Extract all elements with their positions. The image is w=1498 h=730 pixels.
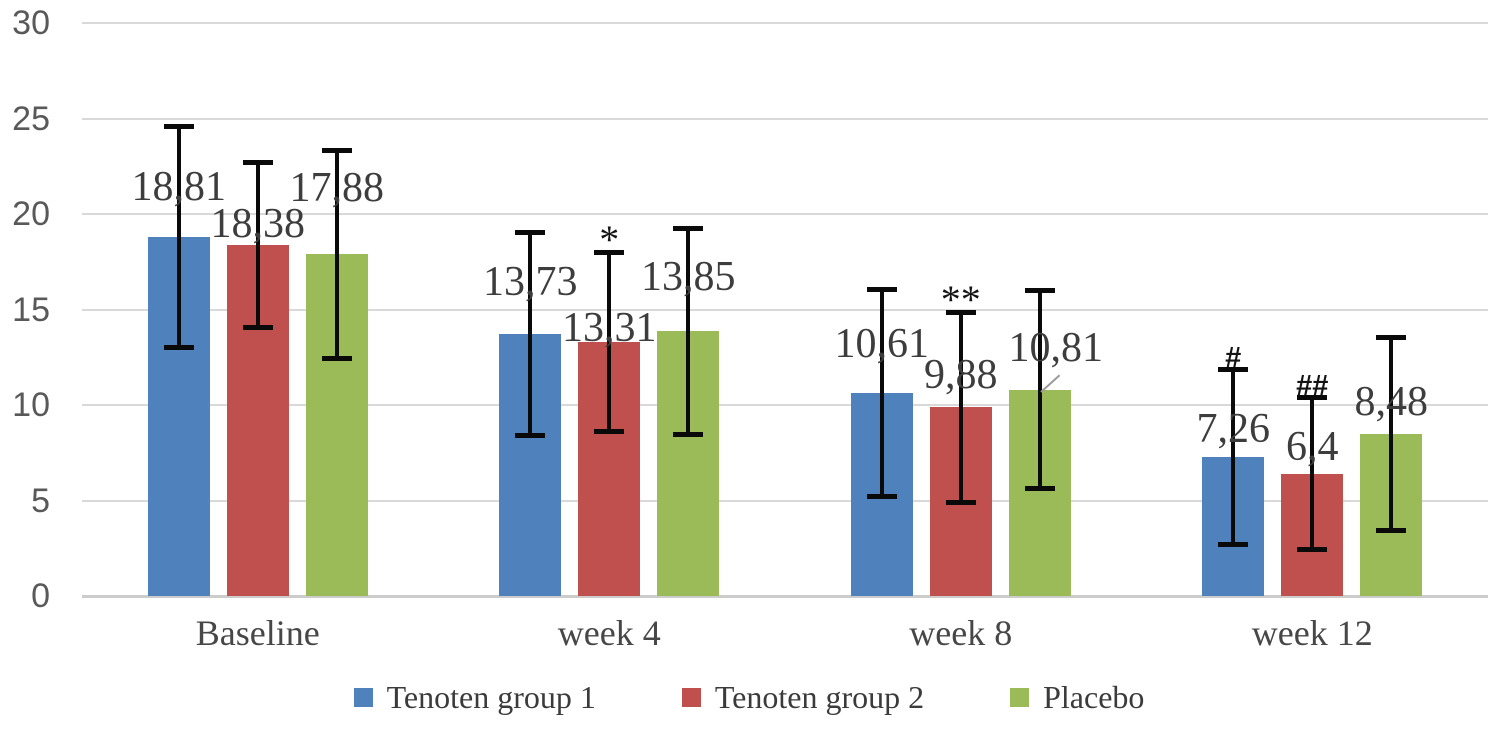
data-label-tenoten-group-2-week-8: 9,88 bbox=[924, 351, 998, 398]
error-bar-cap-top-tenoten-group-2-baseline bbox=[242, 159, 273, 165]
data-label-tenoten-group-1-week-4: 13,73 bbox=[483, 259, 578, 306]
gridline-30 bbox=[82, 22, 1488, 24]
error-bar-line-placebo-week-4 bbox=[686, 228, 691, 435]
x-tick-label-week-4: week 4 bbox=[557, 613, 661, 653]
y-tick-label-15: 15 bbox=[12, 290, 50, 329]
x-tick-label-baseline: Baseline bbox=[195, 613, 320, 653]
error-bar-cap-top-tenoten-group-2-week-4 bbox=[594, 250, 625, 255]
legend-item-tenoten-group-1: Tenoten group 1 bbox=[353, 676, 596, 718]
y-tick-label-0: 0 bbox=[31, 577, 50, 615]
gridline-25 bbox=[82, 117, 1488, 120]
legend: Tenoten group 1 Tenoten group 2 Placebo bbox=[0, 676, 1498, 718]
error-bar-cap-top-placebo-baseline bbox=[321, 148, 352, 154]
error-bar-cap-bottom-tenoten-group-2-baseline bbox=[242, 325, 273, 331]
significance-marker-hashhash-week-12: ## bbox=[1296, 370, 1329, 403]
error-bar-cap-top-tenoten-group-2-week-12 bbox=[1297, 395, 1328, 401]
error-bar-cap-bottom-tenoten-group-2-week-4 bbox=[594, 428, 625, 434]
error-bar-cap-top-tenoten-group-1-week-8 bbox=[866, 287, 897, 293]
error-bar-line-tenoten-group-1-week-12 bbox=[1231, 369, 1236, 546]
legend-label-tenoten-group-2: Tenoten group 2 bbox=[714, 679, 925, 715]
error-bar-line-tenoten-group-2-baseline bbox=[255, 161, 260, 328]
error-bar-cap-top-tenoten-group-1-week-12 bbox=[1218, 367, 1249, 373]
error-bar-line-placebo-week-12 bbox=[1389, 336, 1394, 532]
significance-marker-star-week-4: * bbox=[599, 217, 620, 262]
data-label-placebo-week-12: 8,48 bbox=[1354, 378, 1429, 425]
error-bar-cap-bottom-placebo-week-8 bbox=[1024, 485, 1055, 491]
error-bar-cap-bottom-placebo-baseline bbox=[321, 355, 352, 361]
data-label-tenoten-group-1-week-8: 10,61 bbox=[834, 320, 930, 367]
legend-label-tenoten-group-1: Tenoten group 1 bbox=[386, 679, 596, 715]
error-bar-line-tenoten-group-1-baseline bbox=[176, 125, 181, 348]
legend-swatch-tenoten-group-1-icon bbox=[353, 687, 373, 707]
x-tick-label-week-8: week 8 bbox=[909, 613, 1013, 653]
error-bar-cap-bottom-tenoten-group-1-baseline bbox=[163, 344, 194, 350]
legend-label-placebo: Placebo bbox=[1043, 679, 1145, 715]
data-label-placebo-baseline: 17,88 bbox=[289, 164, 385, 211]
error-bar-line-tenoten-group-1-week-4 bbox=[528, 231, 533, 436]
gridline-15 bbox=[82, 308, 1488, 311]
significance-marker-starstar-week-8: ** bbox=[940, 276, 981, 322]
error-bar-line-tenoten-group-2-week-4 bbox=[607, 252, 612, 432]
error-bar-cap-top-tenoten-group-1-baseline bbox=[163, 123, 194, 129]
gridline-10 bbox=[82, 404, 1488, 406]
error-bar-line-placebo-baseline bbox=[334, 150, 339, 359]
data-label-tenoten-group-2-week-4: 13,31 bbox=[562, 305, 657, 352]
gridline-5 bbox=[82, 499, 1488, 502]
data-label-tenoten-group-2-week-12: 6,4 bbox=[1286, 424, 1339, 471]
error-bar-line-tenoten-group-2-week-8 bbox=[958, 311, 963, 503]
y-tick-label-20: 20 bbox=[12, 195, 50, 233]
error-bar-line-tenoten-group-2-week-12 bbox=[1310, 397, 1315, 551]
significance-marker-hash-week-12: # bbox=[1225, 342, 1242, 375]
error-bar-cap-bottom-tenoten-group-1-week-8 bbox=[866, 494, 897, 500]
y-tick-label-25: 25 bbox=[12, 99, 50, 138]
error-bar-cap-bottom-placebo-week-4 bbox=[673, 431, 704, 437]
data-label-placebo-week-8: 10,81 bbox=[1008, 324, 1104, 371]
error-bar-cap-top-tenoten-group-1-week-4 bbox=[515, 229, 546, 235]
legend-swatch-tenoten-group-2-icon bbox=[681, 687, 701, 707]
error-bar-cap-bottom-tenoten-group-2-week-8 bbox=[945, 499, 976, 505]
y-tick-label-10: 10 bbox=[12, 386, 50, 424]
gridline-20 bbox=[82, 213, 1488, 215]
data-label-tenoten-group-1-week-12: 7,26 bbox=[1196, 405, 1271, 452]
legend-item-tenoten-group-2: Tenoten group 2 bbox=[681, 676, 925, 718]
error-bar-cap-top-placebo-week-4 bbox=[673, 226, 704, 232]
error-bar-cap-top-placebo-week-12 bbox=[1376, 334, 1407, 340]
error-bar-line-placebo-week-8 bbox=[1037, 290, 1042, 489]
error-bar-cap-bottom-tenoten-group-2-week-12 bbox=[1297, 547, 1328, 553]
error-bar-line-tenoten-group-1-week-8 bbox=[879, 289, 884, 498]
error-bar-cap-bottom-tenoten-group-1-week-12 bbox=[1218, 542, 1249, 548]
legend-swatch-placebo-icon bbox=[1010, 687, 1030, 707]
y-tick-label-5: 5 bbox=[31, 481, 50, 520]
x-tick-label-week-12: week 12 bbox=[1251, 613, 1373, 653]
data-label-placebo-week-4: 13,85 bbox=[641, 254, 736, 301]
x-axis-line bbox=[82, 595, 1488, 598]
error-bar-cap-top-placebo-week-8 bbox=[1024, 288, 1055, 294]
error-bar-cap-top-tenoten-group-2-week-8 bbox=[945, 309, 976, 315]
data-label-tenoten-group-1-baseline: 18,81 bbox=[131, 164, 227, 211]
y-tick-label-30: 30 bbox=[12, 4, 50, 42]
data-label-tenoten-group-2-baseline: 18,38 bbox=[210, 200, 306, 247]
error-bar-cap-bottom-placebo-week-12 bbox=[1376, 528, 1407, 534]
legend-item-placebo: Placebo bbox=[1010, 676, 1144, 718]
error-bar-cap-bottom-tenoten-group-1-week-4 bbox=[515, 432, 546, 438]
